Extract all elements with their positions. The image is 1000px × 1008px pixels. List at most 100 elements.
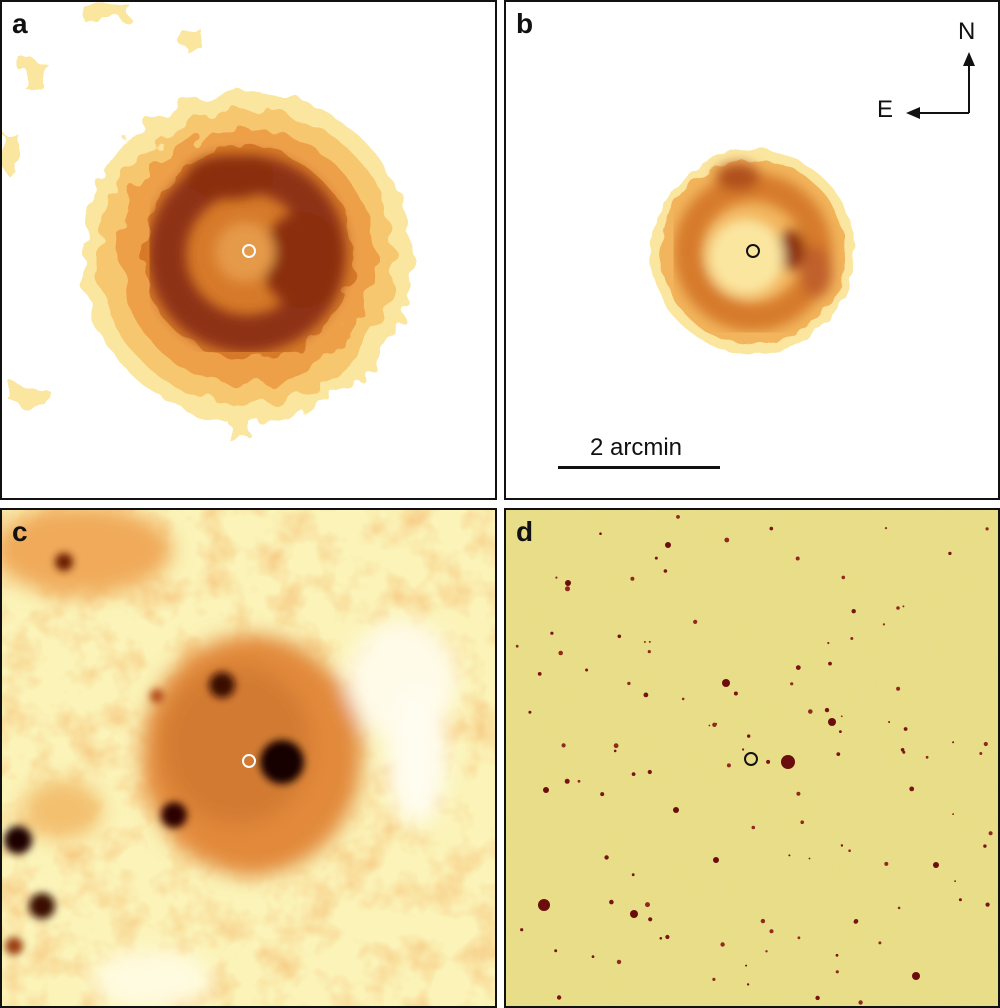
star: [827, 641, 830, 645]
star: [808, 857, 811, 860]
star: [841, 575, 846, 580]
star: [733, 691, 738, 696]
star: [925, 755, 929, 759]
star: [983, 741, 988, 747]
star: [713, 857, 719, 863]
compass-arrows-icon: [906, 52, 975, 119]
star: [851, 609, 856, 614]
star: [538, 899, 550, 911]
star: [720, 942, 725, 947]
star: [848, 849, 851, 852]
panel-a: a: [0, 0, 497, 500]
star: [888, 721, 891, 723]
star: [726, 763, 731, 768]
star: [828, 661, 832, 666]
star: [824, 707, 830, 713]
star: [742, 748, 745, 751]
star: [648, 917, 653, 922]
star: [665, 542, 671, 548]
star: [836, 752, 841, 756]
star: [564, 778, 570, 784]
star: [840, 844, 844, 847]
star: [858, 1000, 863, 1005]
star: [647, 650, 651, 654]
scale-bar-line: [558, 466, 720, 469]
star: [648, 640, 651, 643]
star: [616, 959, 622, 965]
star: [979, 752, 983, 755]
star: [558, 650, 563, 656]
star: [654, 556, 658, 560]
star: [788, 854, 791, 857]
star: [952, 813, 954, 815]
star: [665, 934, 670, 940]
star: [751, 825, 756, 830]
panel-label: c: [12, 516, 28, 547]
star: [839, 730, 842, 733]
star: [882, 623, 885, 626]
star: [561, 743, 566, 748]
star: [555, 576, 558, 579]
compass: N E: [874, 16, 984, 126]
star: [958, 898, 962, 902]
star: [884, 861, 889, 866]
source-position-marker: [242, 754, 256, 768]
star: [903, 727, 908, 731]
source-position-marker: [744, 752, 758, 766]
star: [645, 902, 650, 908]
star: [663, 569, 668, 573]
star: [800, 820, 804, 824]
star: [693, 619, 698, 624]
star: [828, 718, 836, 726]
star: [520, 928, 524, 932]
star: [724, 537, 730, 543]
compass-east-label: E: [877, 96, 894, 123]
star: [643, 692, 649, 698]
star: [659, 937, 663, 940]
star: [985, 902, 990, 907]
star: [528, 710, 532, 714]
star: [781, 755, 795, 769]
star: [766, 759, 771, 764]
star: [896, 686, 901, 691]
star: [681, 697, 685, 701]
star: [554, 949, 558, 953]
star: [585, 668, 589, 672]
star: [983, 844, 987, 848]
star: [556, 995, 562, 1000]
star: [815, 995, 820, 1001]
star: [933, 862, 939, 868]
star: [769, 526, 774, 531]
star: [985, 527, 989, 531]
star: [609, 899, 614, 905]
star: [769, 929, 774, 934]
star: [515, 644, 519, 648]
star: [613, 749, 617, 753]
panel-label: b: [516, 8, 534, 39]
star: [902, 750, 906, 754]
star: [630, 910, 638, 918]
star: [948, 551, 952, 556]
scale-bar: 2 arcmin: [558, 432, 728, 474]
source-position-marker: [242, 244, 256, 258]
star: [808, 709, 813, 714]
star: [850, 637, 854, 640]
star: [765, 950, 768, 953]
star: [599, 532, 602, 535]
compass-north-label: N: [958, 18, 976, 45]
panel-b: b N E 2 arcmin: [504, 0, 1000, 500]
star: [712, 977, 716, 981]
star: [647, 769, 652, 775]
star: [722, 679, 730, 687]
star: [600, 792, 605, 797]
star: [708, 724, 711, 727]
star: [613, 743, 619, 749]
star: [543, 787, 549, 793]
star: [896, 606, 900, 610]
star: [878, 941, 882, 945]
star: [537, 672, 542, 676]
star: [745, 964, 748, 967]
star: [631, 873, 635, 877]
star: [912, 972, 920, 980]
star: [746, 983, 750, 986]
